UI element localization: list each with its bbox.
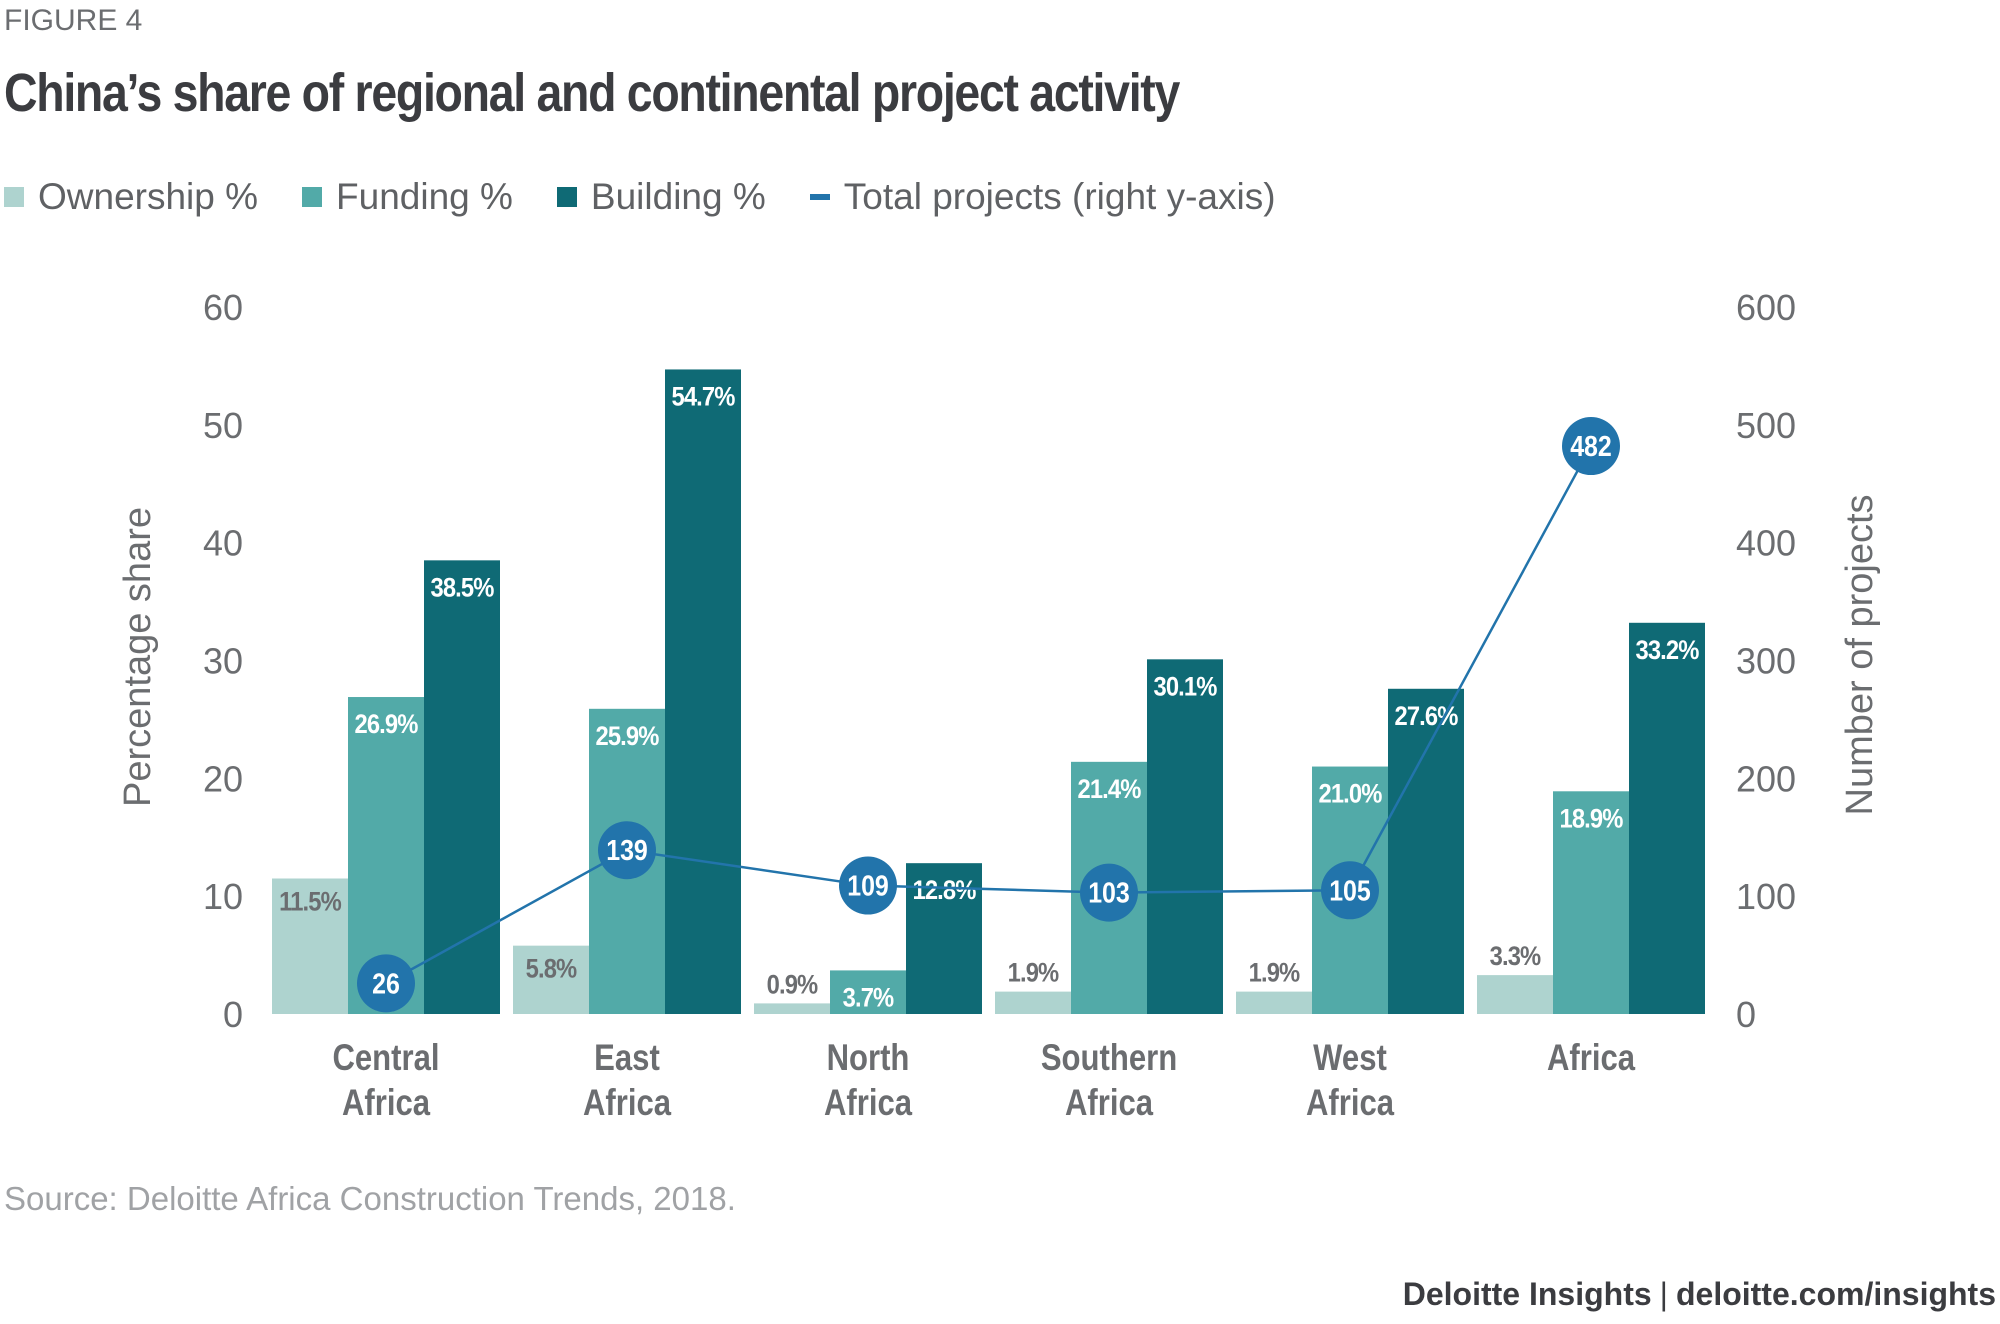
total-projects-line-path (385, 445, 1593, 985)
footer: Deloitte Insights | deloitte.com/insights (1403, 1276, 1996, 1313)
total-projects-marker (1562, 417, 1620, 476)
legend-swatch-building (556, 187, 577, 207)
footer-brand: Deloitte Insights (1402, 1276, 1652, 1312)
bar-building (424, 560, 500, 1014)
footer-separator: | (1659, 1276, 1668, 1312)
bars (272, 369, 1705, 1014)
left-axis-tick-label: 10 (203, 876, 243, 917)
bar-ownership (513, 945, 589, 1014)
bar-ownership (1236, 991, 1312, 1014)
bar-value-label: 25.9% (596, 721, 659, 751)
bar-value-label: 33.2% (1636, 635, 1699, 665)
bar-value-label: 27.6% (1395, 701, 1458, 731)
total-projects-value-label: 103 (1088, 877, 1130, 909)
bar-value-label: 30.1% (1154, 672, 1217, 702)
category-labels: CentralAfricaEastAfricaNorthAfricaSouthe… (332, 1038, 1635, 1124)
right-axis-tick-label: 100 (1736, 876, 1796, 917)
total-projects-value-label: 26 (372, 968, 400, 1000)
legend-swatch-ownership (4, 187, 24, 207)
category-label: Central (332, 1038, 439, 1079)
source-note: Source: Deloitte Africa Construction Tre… (4, 1180, 736, 1217)
bar-value-label: 1.9% (1008, 958, 1059, 988)
legend-label: Funding % (336, 176, 513, 217)
footer-url[interactable]: deloitte.com/insights (1675, 1276, 1996, 1312)
bar-funding (830, 970, 906, 1014)
legend-label: Building % (590, 176, 766, 217)
right-axis-tick-label: 600 (1736, 287, 1796, 328)
category-label: Africa (824, 1083, 913, 1124)
legend-item-ownership: Ownership % (4, 176, 258, 218)
category-label: East (594, 1038, 660, 1079)
left-axis-tick-label: 20 (203, 758, 243, 799)
left-axis-tick-label: 0 (223, 994, 243, 1035)
total-projects-value-label: 482 (1570, 430, 1612, 462)
left-axis-tick-label: 50 (203, 405, 243, 446)
right-axis-tick-label: 400 (1736, 523, 1796, 564)
legend-swatch-funding (302, 187, 323, 207)
left-axis-title: Percentage share (117, 507, 159, 807)
category-label: Southern (1041, 1038, 1177, 1079)
bar-building (1629, 622, 1705, 1014)
chart-title: China’s share of regional and continenta… (4, 63, 1180, 123)
bar-value-label: 38.5% (431, 573, 494, 603)
bar-building (1388, 688, 1464, 1014)
bar-value-label: 0.9% (767, 970, 818, 1000)
total-projects-marker (1321, 861, 1379, 920)
bar-ownership (995, 991, 1071, 1014)
left-axis-tick-label: 30 (203, 641, 243, 682)
category-label: Africa (1065, 1083, 1154, 1124)
right-axis: 0 100 200 300 400 500 600 (1736, 287, 1796, 1035)
total-projects-marker (357, 954, 415, 1013)
total-projects-line: 26 139 109 103 105 482 (357, 417, 1620, 1013)
bar-value-label: 5.8% (526, 954, 577, 984)
total-projects-marker (1080, 863, 1138, 922)
right-axis-tick-label: 500 (1736, 405, 1796, 446)
left-axis-tick-label: 60 (203, 287, 243, 328)
legend-swatch-total-projects (809, 194, 830, 200)
category-label: Africa (583, 1083, 672, 1124)
bar-value-label: 11.5% (279, 887, 341, 917)
total-projects-value-label: 105 (1329, 875, 1371, 907)
legend-item-total-projects: Total projects (right y-axis) (809, 176, 1276, 218)
bar-value-label: 3.7% (843, 983, 894, 1013)
total-projects-marker (598, 821, 656, 880)
category-label: Africa (1306, 1083, 1395, 1124)
category-label: North (827, 1038, 910, 1079)
bar-ownership (754, 1003, 830, 1014)
legend-label: Total projects (right y-axis) (843, 176, 1276, 217)
legend: Ownership % Funding % Building % Total p… (4, 176, 1320, 218)
legend-item-building: Building % (556, 176, 766, 218)
bar-ownership (1477, 975, 1553, 1014)
bar-ownership (272, 878, 348, 1014)
right-axis-tick-label: 300 (1736, 641, 1796, 682)
category-label: Africa (1547, 1038, 1636, 1079)
bar-value-label: 12.8% (913, 876, 976, 906)
bar-value-label: 26.9% (355, 710, 418, 740)
category-label: Africa (342, 1083, 431, 1124)
bar-value-label: 54.7% (672, 382, 735, 412)
bar-funding (1553, 791, 1629, 1014)
bar-value-label: 21.4% (1078, 774, 1141, 804)
category-label: West (1313, 1038, 1387, 1079)
total-projects-value-label: 139 (606, 834, 648, 866)
legend-label: Ownership % (38, 176, 259, 217)
right-axis-tick-label: 200 (1736, 758, 1796, 799)
legend-item-funding: Funding % (302, 176, 513, 218)
bar-value-label: 1.9% (1249, 958, 1300, 988)
bar-value-label: 18.9% (1560, 804, 1623, 834)
right-axis-tick-label: 0 (1736, 994, 1756, 1035)
bar-building (665, 369, 741, 1014)
bar-building (1147, 659, 1223, 1014)
bar-value-label: 21.0% (1319, 779, 1382, 809)
total-projects-value-label: 109 (847, 870, 889, 902)
bar-labels: 11.5% 26.9% 38.5% 5.8% 25.9% 54.7% 0.9% 3.7% 12.… (279, 382, 1699, 1013)
figure-label: FIGURE 4 (4, 4, 143, 37)
total-projects-marker (839, 856, 897, 915)
left-axis-tick-label: 40 (203, 523, 243, 564)
bar-value-label: 3.3% (1490, 942, 1541, 972)
left-axis: 0 10 20 30 40 50 60 (203, 287, 243, 1035)
right-axis-title: Number of projects (1839, 494, 1881, 815)
